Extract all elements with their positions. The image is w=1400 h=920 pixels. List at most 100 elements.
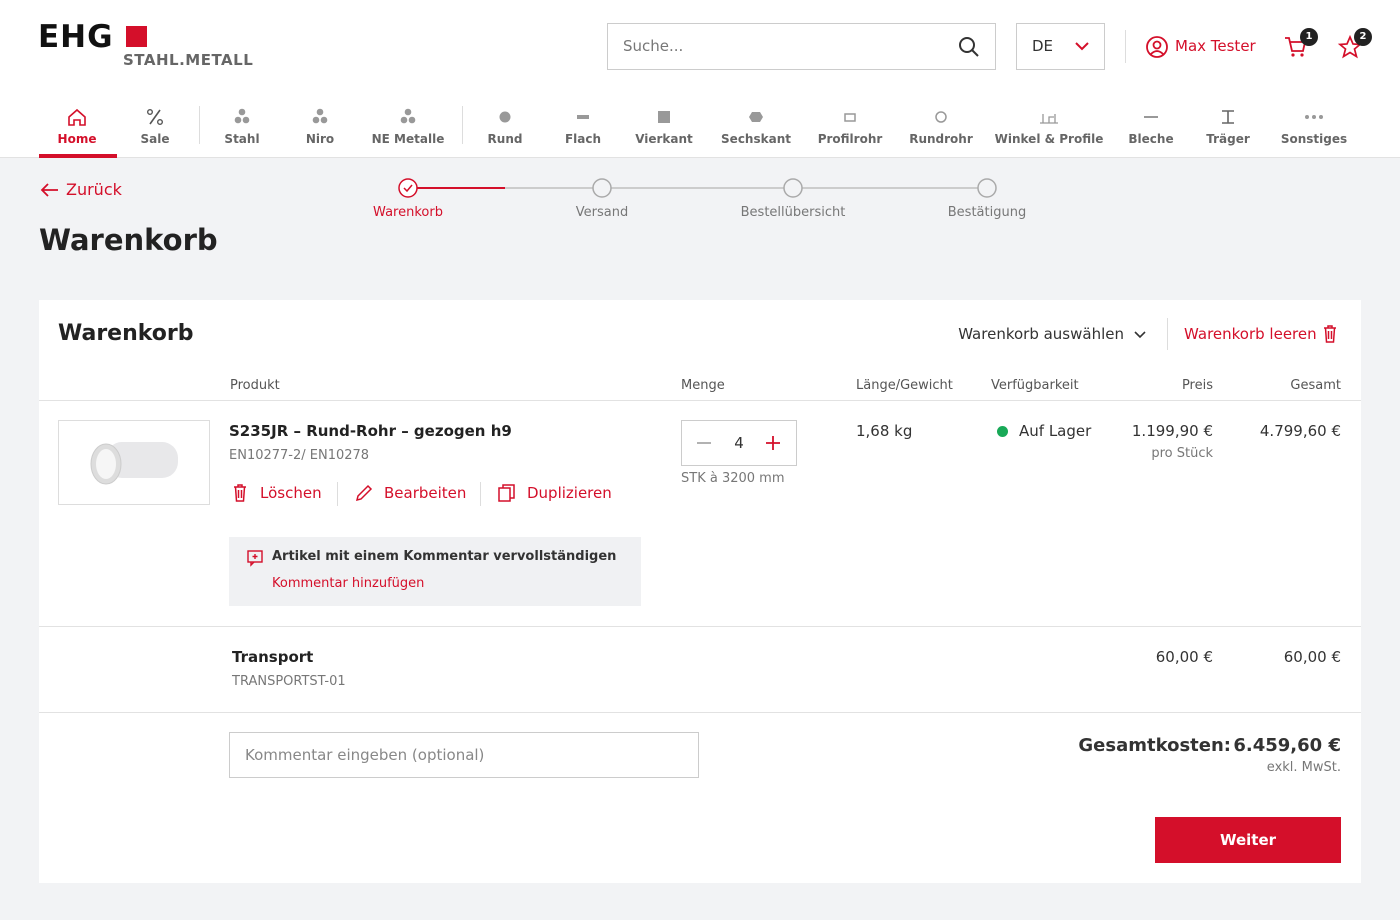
comment-prompt: Artikel mit einem Kommentar vervollständ… <box>272 549 617 564</box>
nav-icon <box>312 108 328 124</box>
nav-item[interactable]: Bleche <box>1128 132 1174 146</box>
nav-icon <box>577 115 589 119</box>
delete-action[interactable]: Löschen <box>260 484 322 502</box>
price-note: pro Stück <box>1151 446 1213 461</box>
line-total: 4.799,60 € <box>1259 422 1341 440</box>
cart-clear[interactable]: Warenkorb leeren <box>1184 325 1317 343</box>
step-label: Bestätigung <box>947 205 1027 220</box>
decrement[interactable] <box>697 442 711 444</box>
logo-square <box>126 26 147 47</box>
nav-item[interactable]: Profilrohr <box>817 132 883 146</box>
nav-icon <box>1222 110 1234 124</box>
user-icon[interactable] <box>1146 36 1168 58</box>
logo[interactable]: EHG <box>38 19 114 55</box>
column-header: Preis <box>1181 378 1213 393</box>
cart-badge: 1 <box>1300 28 1318 46</box>
search-icon[interactable] <box>958 36 980 58</box>
row-divider <box>39 626 1361 627</box>
divider <box>1125 30 1126 63</box>
nav-item[interactable]: Winkel & Profile <box>994 132 1104 146</box>
nav-item[interactable]: Sonstiges <box>1280 132 1348 146</box>
product-norm: EN10277-2/ EN10278 <box>229 448 370 463</box>
tax-note: exkl. MwSt. <box>1266 760 1341 775</box>
wishlist-badge: 2 <box>1354 28 1372 46</box>
nav-icon <box>68 108 86 126</box>
row-divider <box>39 400 1361 401</box>
increment[interactable] <box>766 436 780 450</box>
transport-name: Transport <box>232 648 314 666</box>
divider <box>1167 318 1168 350</box>
unit-price: 1.199,90 € <box>1131 422 1213 440</box>
nav-icon <box>1144 116 1158 118</box>
column-header: Produkt <box>230 378 280 393</box>
nav-item[interactable]: Rund <box>487 132 523 146</box>
trash-icon[interactable] <box>1323 325 1337 343</box>
comment-link[interactable]: Kommentar hinzufügen <box>272 576 425 591</box>
quantity-stepper <box>681 420 797 466</box>
tube-illustration <box>90 442 178 485</box>
step-label: Warenkorb <box>373 205 443 220</box>
total-label: Gesamtkosten: <box>1078 735 1231 756</box>
duplicate-action[interactable]: Duplizieren <box>527 484 612 502</box>
nav-item[interactable]: Stahl <box>224 132 260 146</box>
quantity[interactable]: 4 <box>734 434 744 452</box>
search-placeholder: Suche... <box>623 37 684 55</box>
comment-input[interactable] <box>229 732 699 778</box>
comment-placeholder: Kommentar eingeben (optional) <box>245 746 485 764</box>
column-header: Menge <box>681 378 725 393</box>
product-image[interactable] <box>58 420 210 505</box>
nav-item[interactable]: Träger <box>1206 132 1250 146</box>
nav-item[interactable]: Flach <box>564 132 602 146</box>
stepper <box>398 178 997 198</box>
nav-icon <box>400 108 416 124</box>
language: DE <box>1032 37 1054 55</box>
weight: 1,68 kg <box>856 422 913 440</box>
user-name[interactable]: Max Tester <box>1175 37 1256 55</box>
back-link[interactable]: Zurück <box>66 180 122 199</box>
product-name[interactable]: S235JR – Rund-Rohr – gezogen h9 <box>229 422 512 440</box>
transport-total: 60,00 € <box>1283 648 1341 666</box>
comment-panel <box>229 537 641 606</box>
unit: STK à 3200 mm <box>681 471 785 486</box>
nav-item[interactable]: Home <box>57 132 97 146</box>
divider <box>462 106 463 144</box>
availability: Auf Lager <box>1019 422 1092 440</box>
divider <box>199 106 200 144</box>
cart-title: Warenkorb <box>58 321 194 346</box>
chevron <box>1075 42 1089 51</box>
duplicate-icon <box>498 484 515 502</box>
step-label: Versand <box>575 205 629 220</box>
nav-icon <box>1305 115 1323 119</box>
grand-total: 6.459,60 € <box>1233 735 1341 756</box>
nav-item[interactable]: Rundrohr <box>909 132 973 146</box>
divider <box>337 482 338 506</box>
nav-icon <box>935 111 947 123</box>
nav-icon <box>147 109 163 125</box>
nav-item[interactable]: Niro <box>305 132 335 146</box>
nav-icon <box>234 108 250 124</box>
edit-action[interactable]: Bearbeiten <box>384 484 467 502</box>
nav-item[interactable]: Sechskant <box>721 132 791 146</box>
column-header: Länge/Gewicht <box>856 378 953 393</box>
nav-active-underline <box>39 154 117 158</box>
page-title: Warenkorb <box>39 223 218 257</box>
nav-icon <box>749 112 763 122</box>
search-box[interactable] <box>607 23 996 70</box>
trash-icon <box>234 484 246 502</box>
edit-icon <box>355 484 373 502</box>
continue-button[interactable]: Weiter <box>1155 817 1341 863</box>
transport-price: 60,00 € <box>1155 648 1213 666</box>
divider <box>480 482 481 506</box>
availability-dot <box>997 426 1008 437</box>
transport-code: TRANSPORTST-01 <box>232 674 346 689</box>
language-select[interactable] <box>1016 23 1105 70</box>
nav-icon <box>658 111 670 123</box>
nav-icon <box>1040 114 1058 124</box>
nav-item[interactable]: Vierkant <box>635 132 693 146</box>
logo-tagline: STAHL.METALL <box>123 51 254 69</box>
nav-item[interactable]: NE Metalle <box>371 132 445 146</box>
back-arrow <box>40 183 58 197</box>
cart-select[interactable]: Warenkorb auswählen <box>958 325 1124 343</box>
nav-item[interactable]: Sale <box>140 132 170 146</box>
